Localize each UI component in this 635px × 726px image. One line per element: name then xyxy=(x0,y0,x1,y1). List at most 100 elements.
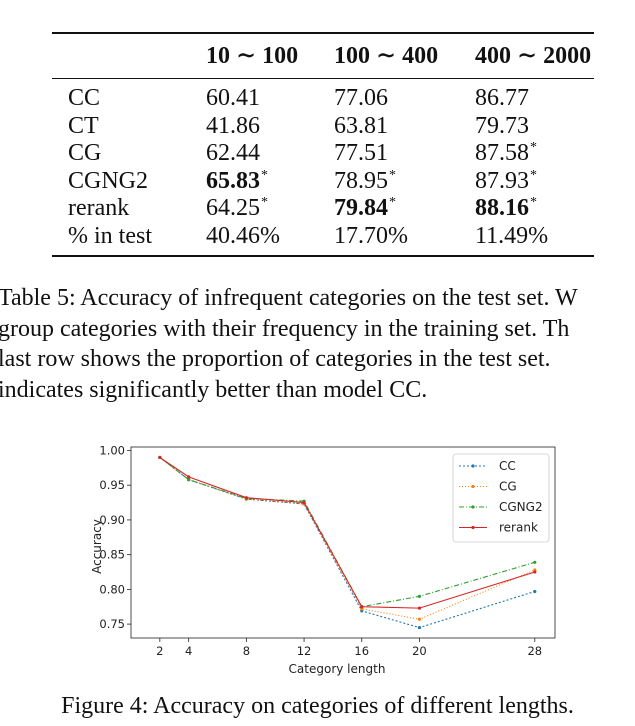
legend-box xyxy=(452,453,550,543)
y-tick-label: 0.90 xyxy=(99,513,125,527)
table-header-row: 10 ∼ 100 100 ∼ 400 400 ∼ 2000 xyxy=(52,33,594,79)
cell-value: 77.51 xyxy=(334,140,388,166)
table-cell: 62.44 xyxy=(206,140,334,168)
table-cell: 88.16* xyxy=(475,195,594,223)
cell-value: 64.25 xyxy=(206,195,260,221)
x-tick-label: 28 xyxy=(527,644,542,658)
x-axis-label: Category length xyxy=(289,662,386,676)
legend-marker-cg xyxy=(471,484,475,489)
table-cell: 79.73 xyxy=(475,113,594,141)
cell-value: 86.77 xyxy=(475,85,529,111)
y-tick-label: 0.85 xyxy=(99,548,125,562)
legend-marker-cgng2 xyxy=(471,505,475,509)
x-tick-label: 8 xyxy=(243,644,250,658)
header-cell: 100 ∼ 400 xyxy=(334,43,439,70)
cell-value: 40.46% xyxy=(206,222,280,249)
x-tick-label: 16 xyxy=(354,644,369,658)
table-row: rerank 64.25* 79.84* 88.16* xyxy=(52,195,594,223)
cell-value: 78.95 xyxy=(334,167,388,194)
header-cell xyxy=(52,33,206,79)
data-point-cgng2 xyxy=(417,594,422,598)
caption-line: Table 5: Accuracy of infrequent categori… xyxy=(0,285,578,311)
x-tick-label: 4 xyxy=(185,644,192,658)
significance-star: * xyxy=(389,167,396,183)
plot-frame xyxy=(130,446,556,639)
data-point-rerank xyxy=(417,606,422,610)
cell-value: 79.73 xyxy=(475,112,529,139)
row-label: CGNG2 xyxy=(68,167,149,194)
table-cell: 11.49% xyxy=(475,223,594,257)
y-tick-label: 0.95 xyxy=(99,478,125,492)
cell-value: 79.84 xyxy=(334,195,388,221)
row-label: CG xyxy=(68,140,102,166)
significance-star: * xyxy=(261,195,268,210)
data-point-cc xyxy=(533,589,537,594)
cell-value: 77.06 xyxy=(334,85,388,111)
x-tick-label: 12 xyxy=(297,644,312,658)
significance-star: * xyxy=(530,140,537,155)
table-cell: 60.41 xyxy=(206,79,334,113)
table-row: % in test 40.46% 17.70% 11.49% xyxy=(52,223,594,257)
legend-label-cgng2: CGNG2 xyxy=(499,500,543,514)
data-point-rerank xyxy=(533,570,537,574)
legend-marker-rerank xyxy=(471,525,475,530)
cell-value: 63.81 xyxy=(334,112,388,139)
table-cell: 78.95* xyxy=(334,168,475,196)
y-tick-label: 0.75 xyxy=(99,617,125,631)
row-label: CC xyxy=(68,85,101,111)
data-point-rerank xyxy=(360,605,364,609)
y-axis-label: Accuracy xyxy=(90,519,104,574)
table-row: CG 62.44 77.51 87.58* xyxy=(52,140,594,168)
table-row: CGNG2 65.83* 78.95* 87.93* xyxy=(52,168,594,196)
table-cell: 63.81 xyxy=(334,113,475,141)
table-row: CC 60.41 77.06 86.77 xyxy=(52,79,594,113)
caption-line: last row shows the proportion of categor… xyxy=(0,346,551,372)
data-point-cgng2 xyxy=(187,478,191,482)
table-caption: Table 5: Accuracy of infrequent categori… xyxy=(0,283,635,405)
table-cell: 86.77 xyxy=(475,79,594,113)
table-cell: 79.84* xyxy=(334,195,475,223)
row-label: CT xyxy=(68,112,99,139)
table-cell: 77.06 xyxy=(334,79,475,113)
cell-value: 88.16 xyxy=(475,195,529,221)
significance-star: * xyxy=(389,195,396,210)
results-table-container: 10 ∼ 100 100 ∼ 400 400 ∼ 2000 CC 60.41 77.… xyxy=(52,32,594,257)
header-cell: 10 ∼ 100 xyxy=(206,43,299,70)
data-point-rerank xyxy=(244,496,248,500)
results-table: 10 ∼ 100 100 ∼ 400 400 ∼ 2000 CC 60.41 77.… xyxy=(52,32,594,257)
table-cell: 87.93* xyxy=(475,168,594,196)
legend-label-cg: CG xyxy=(499,480,517,494)
legend-marker-cc xyxy=(471,464,475,468)
table-cell: 40.46% xyxy=(206,223,334,257)
row-label: rerank xyxy=(68,195,130,221)
cell-value: 87.58 xyxy=(475,140,529,166)
table-cell: 87.58* xyxy=(475,140,594,168)
data-point-cgng2 xyxy=(533,560,537,564)
table-cell: 64.25* xyxy=(206,195,334,223)
x-tick-label: 20 xyxy=(412,644,427,658)
caption-line: group categories with their frequency in… xyxy=(0,315,570,342)
header-cell: 400 ∼ 2000 xyxy=(475,43,592,70)
cell-value: 11.49% xyxy=(475,222,549,249)
cell-value: 17.70% xyxy=(334,222,408,249)
accuracy-line-chart: 0.75 0.80 0.85 0.90 0.95 1.00 2 4 8 12 16 20 28 Categ… xyxy=(90,443,556,676)
y-tick-label: 1.00 xyxy=(99,443,125,457)
significance-star: * xyxy=(530,195,537,210)
data-point-rerank xyxy=(187,475,191,479)
legend-label-rerank: rerank xyxy=(499,521,538,535)
table-cell: 17.70% xyxy=(334,223,475,257)
caption-line: indicates significantly better than mode… xyxy=(0,376,428,403)
cell-value: 41.86 xyxy=(206,112,260,139)
legend-label-cc: CC xyxy=(499,459,516,473)
data-point-cg xyxy=(417,617,422,621)
data-point-cc xyxy=(417,625,422,630)
significance-star: * xyxy=(530,167,537,183)
y-tick-label: 0.80 xyxy=(99,582,125,596)
figure-caption: Figure 4: Accuracy on categories of diff… xyxy=(61,693,574,719)
table-cell: 77.51 xyxy=(334,140,475,168)
cell-value: 65.83 xyxy=(206,167,260,194)
table-row: CT 41.86 63.81 79.73 xyxy=(52,113,594,141)
significance-star: * xyxy=(261,167,268,183)
data-point-rerank xyxy=(302,500,306,505)
table-cell: 41.86 xyxy=(206,113,334,141)
